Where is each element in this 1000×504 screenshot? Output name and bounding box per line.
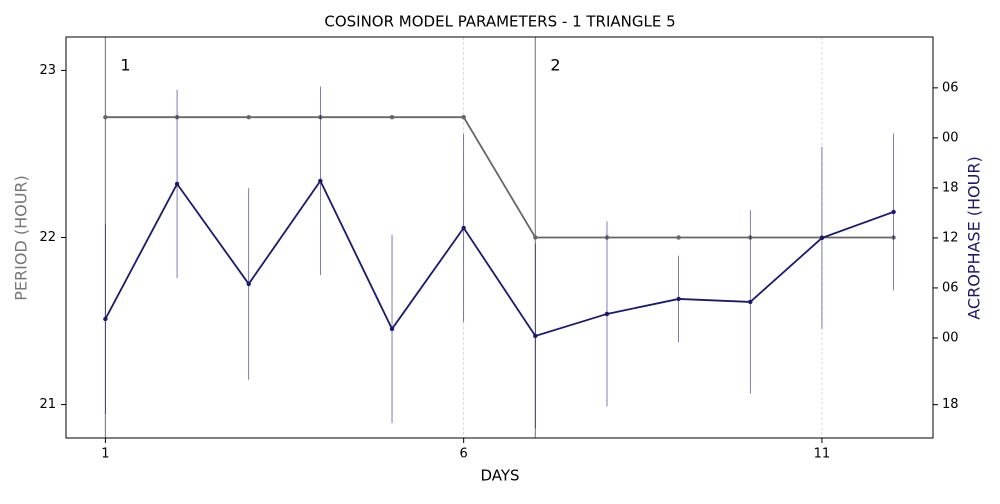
point [676, 235, 681, 240]
y-axis-label: PERIOD (HOUR) [12, 175, 31, 301]
annotation: 2 [550, 56, 560, 75]
point [676, 296, 681, 302]
y-tick-label: 23 [39, 63, 56, 78]
point [891, 209, 896, 215]
chart-title: COSINOR MODEL PARAMETERS - 1 TRIANGLE 5 [324, 13, 675, 31]
x-tick-label: 1 [101, 447, 109, 462]
annotation: 1 [120, 56, 130, 75]
y-tick-label: 21 [39, 397, 56, 412]
y2-tick-label: 18 [942, 397, 959, 412]
x-tick-label: 6 [460, 447, 468, 462]
point [318, 178, 323, 184]
point [604, 311, 610, 317]
point [461, 225, 466, 231]
point [389, 326, 395, 332]
series-line [105, 116, 894, 239]
y2-tick-label: 00 [942, 330, 959, 345]
point [103, 316, 108, 322]
point [103, 115, 108, 120]
point [748, 299, 753, 305]
series-line [104, 179, 894, 338]
plot-frame [65, 36, 934, 439]
y2-tick-label: 06 [942, 280, 959, 295]
point [461, 115, 466, 120]
x-tick-label: 11 [814, 447, 831, 462]
point [819, 235, 825, 241]
point [533, 235, 538, 240]
y2-tick-label: 00 [942, 130, 959, 145]
point [246, 281, 251, 287]
point [533, 333, 538, 339]
y2-tick-label: 18 [942, 180, 959, 195]
y2-tick-label: 12 [942, 230, 959, 245]
x-axis-label: DAYS [480, 467, 519, 485]
point [246, 115, 251, 120]
y2-axis-label: ACROPHASE (HOUR) [965, 156, 984, 319]
point [174, 181, 180, 187]
y-tick-label: 22 [39, 230, 56, 245]
point [389, 115, 395, 120]
y2-tick-label: 06 [942, 80, 959, 95]
